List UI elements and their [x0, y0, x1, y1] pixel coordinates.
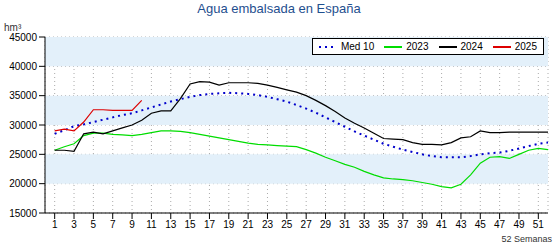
svg-text:47: 47: [494, 219, 506, 230]
svg-text:45: 45: [475, 219, 487, 230]
svg-text:29: 29: [320, 219, 332, 230]
svg-text:40000: 40000: [9, 61, 37, 72]
html-text:Agua embalsada en España: Agua embalsada en España: [197, 1, 361, 16]
svg-text:20000: 20000: [9, 178, 37, 189]
svg-text:25: 25: [281, 219, 293, 230]
svg-text:9: 9: [129, 219, 135, 230]
svg-text:17: 17: [204, 219, 216, 230]
svg-text:5: 5: [91, 219, 97, 230]
svg-text:23: 23: [262, 219, 274, 230]
html-text:2025: 2025: [514, 41, 537, 52]
svg-text:21: 21: [243, 219, 255, 230]
svg-text:1: 1: [52, 219, 58, 230]
svg-text:3: 3: [71, 219, 77, 230]
svg-text:35: 35: [378, 219, 390, 230]
html-text:hm³: hm³: [4, 22, 22, 33]
svg-text:31: 31: [339, 219, 351, 230]
svg-text:39: 39: [417, 219, 429, 230]
svg-text:15: 15: [185, 219, 197, 230]
html-text:2023: 2023: [406, 41, 429, 52]
svg-text:33: 33: [359, 219, 371, 230]
svg-text:35000: 35000: [9, 90, 37, 101]
svg-text:15000: 15000: [9, 208, 37, 219]
svg-text:30000: 30000: [9, 120, 37, 131]
svg-text:41: 41: [436, 219, 448, 230]
html-text:WWW.EMBALSES.NET: WWW.EMBALSES.NET: [52, 38, 181, 52]
svg-text:45000: 45000: [9, 32, 37, 43]
html-text:2024: 2024: [460, 41, 483, 52]
svg-text:37: 37: [397, 219, 409, 230]
svg-text:11: 11: [146, 219, 157, 230]
svg-text:19: 19: [223, 219, 235, 230]
svg-text:25000: 25000: [9, 149, 37, 160]
svg-text:49: 49: [513, 219, 525, 230]
svg-text:7: 7: [110, 219, 116, 230]
svg-text:13: 13: [165, 219, 177, 230]
html-text:Med 10: Med 10: [340, 41, 375, 52]
svg-text:51: 51: [533, 219, 545, 230]
svg-text:27: 27: [301, 219, 313, 230]
svg-text:43: 43: [455, 219, 467, 230]
html-text:52 Semanas: 52 Semanas: [501, 234, 552, 244]
